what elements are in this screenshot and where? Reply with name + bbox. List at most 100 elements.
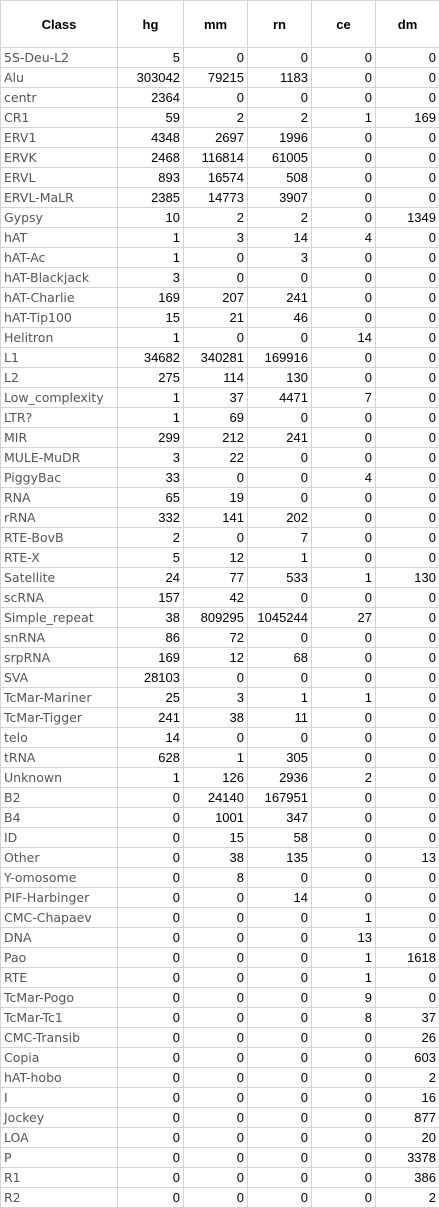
cell-mm: 0: [184, 668, 248, 688]
cell-ce: 1: [312, 908, 376, 928]
cell-class: SVA: [1, 668, 118, 688]
cell-dm: 1349: [376, 208, 439, 228]
cell-mm: 809295: [184, 608, 248, 628]
cell-hg: 1: [118, 328, 184, 348]
cell-rn: 202: [248, 508, 312, 528]
cell-dm: 0: [376, 468, 439, 488]
cell-dm: 0: [376, 968, 439, 988]
cell-rn: 241: [248, 288, 312, 308]
cell-rn: 0: [248, 988, 312, 1008]
cell-ce: 0: [312, 48, 376, 68]
cell-class: telo: [1, 728, 118, 748]
cell-rn: 169916: [248, 348, 312, 368]
cell-class: Unknown: [1, 768, 118, 788]
cell-class: MIR: [1, 428, 118, 448]
cell-ce: 0: [312, 1168, 376, 1188]
cell-mm: 0: [184, 328, 248, 348]
cell-class: TcMar-Pogo: [1, 988, 118, 1008]
cell-ce: 0: [312, 728, 376, 748]
cell-mm: 0: [184, 1108, 248, 1128]
cell-dm: 0: [376, 928, 439, 948]
cell-dm: 130: [376, 568, 439, 588]
cell-dm: 16: [376, 1088, 439, 1108]
cell-dm: 0: [376, 428, 439, 448]
cell-mm: 69: [184, 408, 248, 428]
cell-class: L1: [1, 348, 118, 368]
cell-ce: 0: [312, 1128, 376, 1148]
cell-class: srpRNA: [1, 648, 118, 668]
cell-mm: 1: [184, 748, 248, 768]
cell-class: Low_complexity: [1, 388, 118, 408]
cell-mm: 126: [184, 768, 248, 788]
cell-hg: 1: [118, 408, 184, 428]
cell-class: hAT-Ac: [1, 248, 118, 268]
cell-class: MULE-MuDR: [1, 448, 118, 468]
cell-class: CMC-Transib: [1, 1028, 118, 1048]
cell-hg: 1: [118, 388, 184, 408]
cell-mm: 24140: [184, 788, 248, 808]
cell-ce: 0: [312, 868, 376, 888]
cell-rn: 0: [248, 968, 312, 988]
cell-rn: 135: [248, 848, 312, 868]
cell-dm: 0: [376, 668, 439, 688]
cell-hg: 38: [118, 608, 184, 628]
cell-class: RNA: [1, 488, 118, 508]
cell-ce: 0: [312, 668, 376, 688]
cell-dm: 0: [376, 448, 439, 468]
cell-mm: 0: [184, 1048, 248, 1068]
cell-rn: 167951: [248, 788, 312, 808]
cell-mm: 0: [184, 948, 248, 968]
cell-ce: 7: [312, 388, 376, 408]
cell-dm: 0: [376, 368, 439, 388]
cell-mm: 21: [184, 308, 248, 328]
cell-ce: 0: [312, 188, 376, 208]
cell-dm: 386: [376, 1168, 439, 1188]
cell-ce: 0: [312, 488, 376, 508]
cell-mm: 0: [184, 1148, 248, 1168]
cell-mm: 38: [184, 848, 248, 868]
cell-mm: 15: [184, 828, 248, 848]
cell-ce: 0: [312, 648, 376, 668]
cell-class: PIF-Harbinger: [1, 888, 118, 908]
cell-mm: 340281: [184, 348, 248, 368]
cell-class: ID: [1, 828, 118, 848]
cell-dm: 0: [376, 228, 439, 248]
cell-rn: 3: [248, 248, 312, 268]
cell-hg: 303042: [118, 68, 184, 88]
cell-rn: 241: [248, 428, 312, 448]
cell-dm: 0: [376, 808, 439, 828]
cell-hg: 0: [118, 848, 184, 868]
cell-dm: 0: [376, 328, 439, 348]
cell-ce: 8: [312, 1008, 376, 1028]
cell-ce: 0: [312, 348, 376, 368]
cell-hg: 0: [118, 888, 184, 908]
cell-mm: 0: [184, 1188, 248, 1208]
cell-dm: 0: [376, 48, 439, 68]
cell-hg: 2: [118, 528, 184, 548]
cell-dm: 0: [376, 868, 439, 888]
cell-class: ERVL: [1, 168, 118, 188]
cell-mm: 0: [184, 728, 248, 748]
cell-dm: 0: [376, 288, 439, 308]
cell-mm: 0: [184, 988, 248, 1008]
cell-ce: 0: [312, 1028, 376, 1048]
cell-hg: 0: [118, 788, 184, 808]
cell-ce: 0: [312, 828, 376, 848]
cell-rn: 0: [248, 728, 312, 748]
cell-hg: 24: [118, 568, 184, 588]
cell-hg: 65: [118, 488, 184, 508]
cell-mm: 72: [184, 628, 248, 648]
cell-rn: 0: [248, 868, 312, 888]
cell-mm: 114: [184, 368, 248, 388]
cell-class: hAT-hobo: [1, 1068, 118, 1088]
cell-ce: 0: [312, 88, 376, 108]
